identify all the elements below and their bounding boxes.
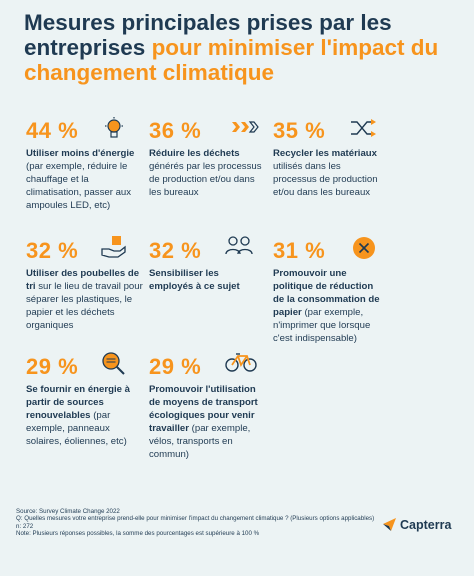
stat-desc-rest: (par exemple, n'imprimer que lorsque c'e… — [273, 307, 371, 344]
stat-description: Promouvoir une politique de réduction de… — [273, 267, 381, 345]
stat-description: Sensibiliser les employés à ce sujet — [149, 267, 261, 293]
title-line-2: entreprises — [24, 35, 152, 60]
stat-desc-bold: Se fournir en énergie à partir de source… — [26, 384, 130, 421]
stat-desc-bold: Utiliser des poubelles de tri — [26, 268, 140, 292]
footer-sample-size: n: 272 — [16, 522, 34, 530]
stat-percentage: 29 % — [26, 354, 79, 379]
footer-note: Note: Plusieurs réponses possibles, la s… — [16, 530, 260, 538]
capterra-arrow-icon — [383, 518, 396, 531]
title-line-1: Mesures principales prises par les — [24, 10, 392, 35]
stat-percentage: 32 % — [26, 238, 79, 263]
stat-desc-bold: Utiliser moins d'énergie — [26, 148, 135, 159]
stat-percentage: 44 % — [26, 118, 79, 143]
stat-desc-bold: Sensibiliser les employés à ce sujet — [149, 268, 240, 292]
stat-percentage: 29 % — [149, 354, 202, 379]
shuffle-icon — [349, 116, 377, 140]
stat-description: Se fournir en énergie à partir de source… — [26, 383, 134, 448]
stat-percentage: 35 % — [273, 118, 326, 143]
stat-description: Promouvoir l'utilisation de moyens de tr… — [149, 383, 259, 461]
footer-question: Q: Quelles mesures votre entreprise pren… — [16, 515, 375, 523]
stat-percentage: 32 % — [149, 238, 202, 263]
footer-source: Source: Survey Climate Change 2022 — [16, 508, 120, 515]
footer-notes: Source: Survey Climate Change 2022 Q: Qu… — [16, 508, 376, 538]
people-icon — [225, 234, 253, 258]
title-line-3-accent: changement climatique — [24, 60, 275, 85]
light-bulb-icon — [102, 116, 130, 140]
page-title: Mesures principales prises par les entre… — [24, 10, 464, 85]
stat-desc-rest: (par exemple, vélos, transports en commu… — [149, 423, 251, 460]
hand-box-icon — [100, 234, 128, 258]
bicycle-icon — [225, 350, 257, 374]
stat-desc-bold: Réduire les déchets — [149, 148, 240, 159]
stat-desc-bold: Recycler les matériaux — [273, 148, 377, 159]
cancel-circle-icon — [351, 235, 379, 259]
stat-desc-bold: Promouvoir l'utilisation de moyens de tr… — [149, 384, 258, 434]
title-line-2-accent: pour minimiser l'impact du — [151, 35, 439, 60]
arrows-forward-icon — [231, 120, 259, 144]
stat-description: Utiliser des poubelles de tri sur le lie… — [26, 267, 144, 332]
stat-desc-rest: (par exemple, réduire le chauffage et la… — [26, 161, 132, 211]
stat-description: Recycler les matériaux utilisés dans les… — [273, 147, 385, 199]
stat-desc-rest: sur le lieu de travail pour séparer les … — [26, 281, 143, 331]
stat-description: Utiliser moins d'énergie (par exemple, r… — [26, 147, 144, 212]
stat-desc-rest: (par exemple, panneaux solaires, éolienn… — [26, 410, 127, 447]
capterra-logo: Capterra — [383, 518, 451, 532]
stat-percentage: 36 % — [149, 118, 202, 143]
stat-desc-rest: utilisés dans les processus de productio… — [273, 161, 378, 198]
stat-desc-bold: Promouvoir une politique de réduction de… — [273, 268, 380, 318]
brand-name: Capterra — [400, 518, 452, 532]
stat-desc-rest: générés par les processus de production … — [149, 161, 262, 198]
stat-description: Réduire les déchets générés par les proc… — [149, 147, 267, 199]
stat-percentage: 31 % — [273, 238, 326, 263]
magnifier-icon — [100, 350, 128, 375]
